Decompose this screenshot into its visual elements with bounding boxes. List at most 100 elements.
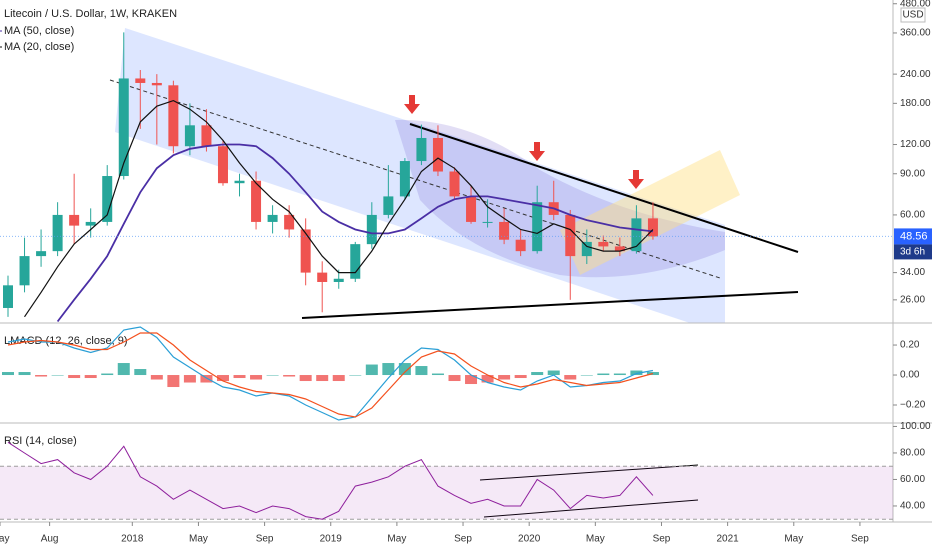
candle-body: [647, 218, 658, 237]
y-tick-label: 480.00: [900, 0, 931, 9]
candle-body: [234, 180, 245, 184]
histogram-bar: [580, 375, 593, 376]
histogram-bar: [216, 375, 229, 382]
x-tick-label: Sep: [454, 534, 472, 545]
y-tick-label: 180.00: [900, 98, 931, 109]
candle-body: [482, 221, 493, 223]
candle-body: [36, 251, 47, 257]
histogram-bar: [35, 375, 48, 377]
histogram-bar: [283, 375, 296, 377]
candle-body: [184, 125, 195, 147]
arrows: [404, 95, 644, 189]
histogram-bar: [465, 375, 478, 385]
x-tick-label: 2020: [518, 534, 541, 545]
histogram-bar: [564, 375, 577, 380]
countdown-tag: [894, 244, 932, 260]
line: [7, 326, 654, 421]
histogram-bar: [2, 372, 14, 376]
x-tick-label: Sep: [256, 534, 274, 545]
candle-body: [432, 137, 443, 172]
countdown: 3d 6h: [900, 247, 925, 258]
candle-body: [3, 285, 13, 308]
histogram-bar: [514, 375, 527, 379]
histogram-bar: [398, 363, 411, 376]
histogram-bar: [382, 363, 395, 376]
candle-body: [251, 180, 262, 222]
x-tick-label: Sep: [851, 534, 869, 545]
histogram-bar: [316, 375, 329, 382]
chart-title: Litecoin / U.S. Dollar, 1W, KRAKEN: [4, 8, 177, 20]
y-tick-label: 0.20: [900, 340, 920, 351]
histogram-bar: [547, 370, 560, 376]
line: [7, 332, 654, 418]
x-tick-label: May: [387, 534, 406, 545]
x-tick-label: May: [0, 534, 9, 545]
y-tick-label: 100.00: [900, 421, 931, 432]
histogram-bar: [167, 375, 180, 388]
histogram-bar: [299, 375, 312, 382]
histogram-bar: [101, 373, 114, 376]
y-tick-label: 26.00: [900, 294, 925, 305]
histogram-bar: [613, 373, 626, 376]
candle-body: [317, 272, 328, 282]
histogram-bar: [332, 375, 345, 382]
histogram-bar: [183, 375, 196, 383]
legend-entry: MA (50, close): [4, 25, 74, 37]
candle-body: [300, 229, 311, 273]
mid-line: [109, 79, 721, 279]
candle-body: [19, 256, 30, 286]
pane-title: LMACD (12, 26, close, 9): [4, 335, 128, 347]
y-tick-label: 34.00: [900, 267, 925, 278]
histogram-bar: [84, 375, 97, 379]
legend-entry: MA (20, close): [4, 41, 74, 53]
histogram-bar: [134, 369, 147, 376]
x-tick-label: May: [784, 534, 803, 545]
histogram-bar: [365, 364, 378, 376]
candle-body: [333, 278, 344, 282]
histogram-bar: [481, 375, 494, 383]
histogram-bar: [68, 375, 81, 379]
candle-body: [201, 125, 212, 147]
x-tick-label: Sep: [653, 534, 671, 545]
y-tick-label: 120.00: [900, 139, 931, 150]
histogram-bar: [630, 370, 643, 376]
histogram-bar: [646, 372, 659, 376]
support-line: [301, 291, 799, 319]
pane-title: RSI (14, close): [4, 435, 77, 447]
candle-body: [631, 218, 642, 252]
histogram-bar: [531, 372, 544, 376]
x-tick-label: May: [189, 534, 208, 545]
line: [7, 441, 654, 520]
last-price-tag: [894, 228, 932, 245]
candle-body: [598, 241, 609, 247]
histogram-bar: [250, 375, 263, 380]
y-tick-label: 90.00: [900, 168, 925, 179]
candle-body: [151, 82, 162, 86]
histogram-bar: [117, 363, 130, 376]
candle-body: [217, 146, 228, 184]
x-tick-label: 2021: [717, 534, 740, 545]
x-tick-label: 2018: [121, 534, 144, 545]
candle-body: [284, 214, 295, 230]
price-axis: [893, 0, 932, 550]
candle-body: [69, 214, 80, 226]
candle-body: [267, 214, 278, 222]
candle-body: [565, 214, 576, 257]
histogram-bar: [18, 372, 31, 376]
candle-body: [515, 239, 526, 252]
y-tick-label: 360.00: [900, 28, 931, 39]
rsi-lower-line: [483, 499, 699, 518]
histogram-bar: [266, 375, 279, 376]
histogram-bar: [349, 375, 362, 376]
candle-body: [499, 221, 510, 240]
candle-body: [532, 202, 543, 252]
rsi-band: [0, 466, 893, 520]
x-tick-label: May: [586, 534, 605, 545]
candle-body: [581, 241, 592, 257]
arc-shape: [395, 119, 725, 278]
y-tick-label: 80.00: [900, 448, 925, 459]
currency: USD: [902, 10, 923, 21]
y-tick-label: 240.00: [900, 69, 931, 80]
x-tick-label: 2019: [320, 534, 343, 545]
last-price-label: 48.56: [900, 230, 928, 242]
